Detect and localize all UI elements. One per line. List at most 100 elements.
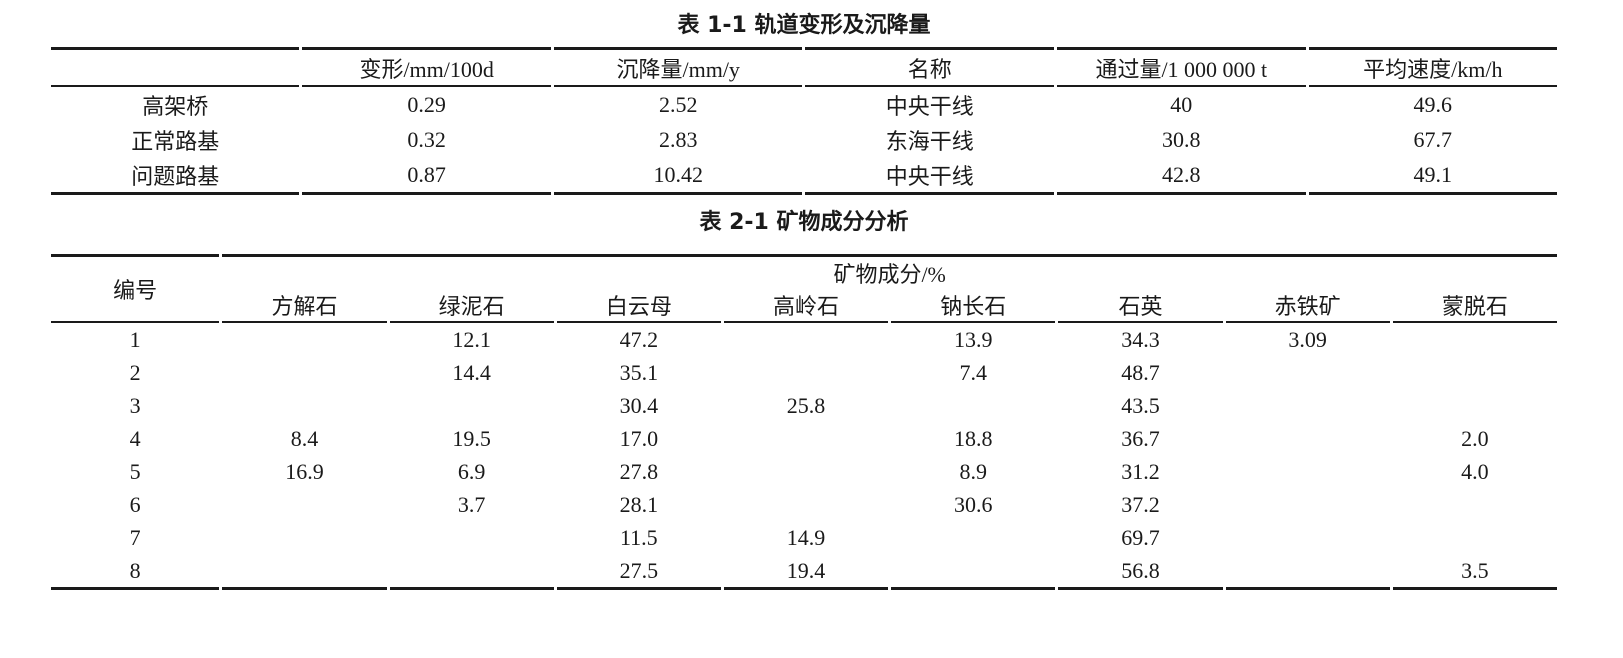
table1-header: 变形/mm/100d 沉降量/mm/y 名称 通过量/1 000 000 t 平均速度/…	[51, 47, 1557, 87]
table-cell: 18.8	[954, 425, 993, 451]
mineral-column-header: 绿泥石	[389, 289, 554, 323]
table2-header: 编号 矿物成分/% 方解石 绿泥石 白云母 高岭石 钠长石 石英 赤铁矿 蒙脱石	[51, 254, 1557, 323]
table2-caption: 表 2-1 矿物成分分析	[699, 210, 909, 235]
row-number: 5	[129, 458, 141, 484]
column-header: 通过量/1 000 000 t	[1057, 47, 1306, 87]
table-cell: 中央干线	[805, 157, 1055, 195]
table-cell: 12.1	[452, 326, 491, 352]
table-cell: 42.8	[1057, 157, 1306, 195]
empty-corner-header	[51, 47, 300, 87]
mineral-group-header: 矿物成分/%	[222, 254, 1557, 289]
track-deformation-table: 变形/mm/100d 沉降量/mm/y 名称 通过量/1 000 000 t 平均速度/…	[48, 47, 1560, 195]
row-number: 4	[129, 425, 141, 451]
table-cell	[1226, 455, 1390, 488]
row-number-header: 编号	[51, 254, 220, 323]
row-number: 1	[129, 326, 141, 352]
table-cell	[222, 389, 386, 422]
table-cell	[891, 521, 1055, 554]
column-header: 平均速度/km/h	[1308, 47, 1557, 87]
table-cell: 19.5	[452, 425, 491, 451]
table-cell: 10.42	[553, 157, 803, 195]
table-row: 8 27.5 19.4 56.8 3.5	[51, 554, 1557, 590]
table-row: 7 11.5 14.9 69.7	[51, 521, 1557, 554]
table-row: 1 12.1 47.2 13.9 34.3 3.09	[51, 323, 1557, 356]
table-row: 5 16.9 6.9 27.8 8.9 31.2 4.0	[51, 455, 1557, 488]
table2-group-header-row: 编号 矿物成分/%	[51, 254, 1557, 323]
table-cell	[724, 455, 888, 488]
row-label: 问题路基	[51, 157, 300, 195]
table-cell: 36.7	[1121, 425, 1160, 451]
table-cell: 3.5	[1392, 554, 1557, 590]
table-cell: 11.5	[620, 524, 658, 550]
table-cell	[222, 521, 386, 554]
mineral-column-header: 蒙脱石	[1392, 289, 1557, 323]
table-cell: 3.09	[1288, 326, 1327, 352]
column-header: 名称	[805, 47, 1055, 87]
row-label: 高架桥	[142, 93, 209, 119]
table-cell: 27.5	[556, 554, 721, 590]
table-cell: 13.9	[954, 326, 993, 352]
table-cell: 49.1	[1308, 157, 1557, 195]
table2-mineral-header-row: 方解石 绿泥石 白云母 高岭石 钠长石 石英 赤铁矿 蒙脱石	[51, 289, 1557, 323]
table-cell	[724, 488, 888, 521]
mineral-column-header: 钠长石	[891, 289, 1056, 323]
mineral-column-header: 高岭石	[723, 289, 889, 323]
mineral-column-header: 方解石	[222, 289, 387, 323]
table1-caption: 表 1-1 轨道变形及沉降量	[677, 13, 931, 38]
table-cell: 40	[1170, 91, 1193, 117]
table2-body: 1 12.1 47.2 13.9 34.3 3.09 2 14.4 35.1 7.4 48.7 3 30…	[51, 323, 1557, 590]
table-cell: 3.7	[457, 491, 486, 517]
table-cell: 25.8	[786, 392, 826, 418]
table-cell: 30.8	[1162, 126, 1201, 152]
table-cell	[1393, 356, 1557, 389]
row-label: 正常路基	[131, 128, 220, 154]
table-cell	[1226, 488, 1390, 521]
table-cell	[1226, 422, 1390, 455]
table-cell: 19.4	[723, 554, 889, 590]
table-row: 3 30.4 25.8 43.5	[51, 389, 1557, 422]
table-cell	[222, 323, 386, 356]
table-cell: 2.83	[658, 126, 698, 152]
table-cell: 2.0	[1461, 425, 1489, 451]
table-cell	[1393, 389, 1557, 422]
table-cell: 34.3	[1121, 326, 1160, 352]
table-cell: 14.4	[452, 359, 491, 385]
table-cell: 中央干线	[885, 93, 974, 119]
table-cell: 27.8	[619, 458, 659, 484]
mineral-composition-table: 编号 矿物成分/% 方解石 绿泥石 白云母 高岭石 钠长石 石英 赤铁矿 蒙脱石 1 12.1 4…	[48, 254, 1560, 590]
table-cell: 17.0	[619, 425, 659, 451]
table-cell	[1393, 521, 1557, 554]
table-cell	[724, 323, 888, 356]
table-cell: 30.6	[954, 491, 993, 517]
table-cell	[1393, 488, 1557, 521]
table-cell: 49.6	[1413, 91, 1453, 117]
table-row: 2 14.4 35.1 7.4 48.7	[51, 356, 1557, 389]
table-cell	[891, 389, 1055, 422]
table-cell	[724, 422, 888, 455]
table-cell: 35.1	[619, 359, 659, 385]
row-number: 7	[129, 524, 141, 550]
table-cell: 56.8	[1058, 554, 1223, 590]
table-cell	[724, 356, 888, 389]
table-cell	[891, 554, 1056, 590]
table-cell: 31.2	[1121, 458, 1160, 484]
table-row: 6 3.7 28.1 30.6 37.2	[51, 488, 1557, 521]
table-cell: 0.32	[407, 126, 446, 152]
table-cell: 47.2	[619, 326, 659, 352]
table-cell: 4.0	[1461, 458, 1489, 484]
table-cell	[222, 554, 387, 590]
table-cell: 28.1	[619, 491, 659, 517]
column-header: 变形/mm/100d	[302, 47, 551, 87]
table-cell	[222, 488, 386, 521]
table-cell: 69.7	[1121, 524, 1160, 550]
table-cell: 48.7	[1121, 359, 1160, 385]
table-cell: 6.9	[457, 458, 486, 484]
table-cell: 67.7	[1413, 126, 1453, 152]
table1-body: 高架桥 0.29 2.52 中央干线 40 49.6 正常路基 0.32 2.83 东海干线 30.…	[51, 87, 1557, 195]
table-cell: 30.4	[619, 392, 659, 418]
table-cell: 8.9	[959, 458, 988, 484]
table-cell	[1226, 356, 1390, 389]
table-cell: 7.4	[959, 359, 988, 385]
column-header: 沉降量/mm/y	[553, 47, 803, 87]
